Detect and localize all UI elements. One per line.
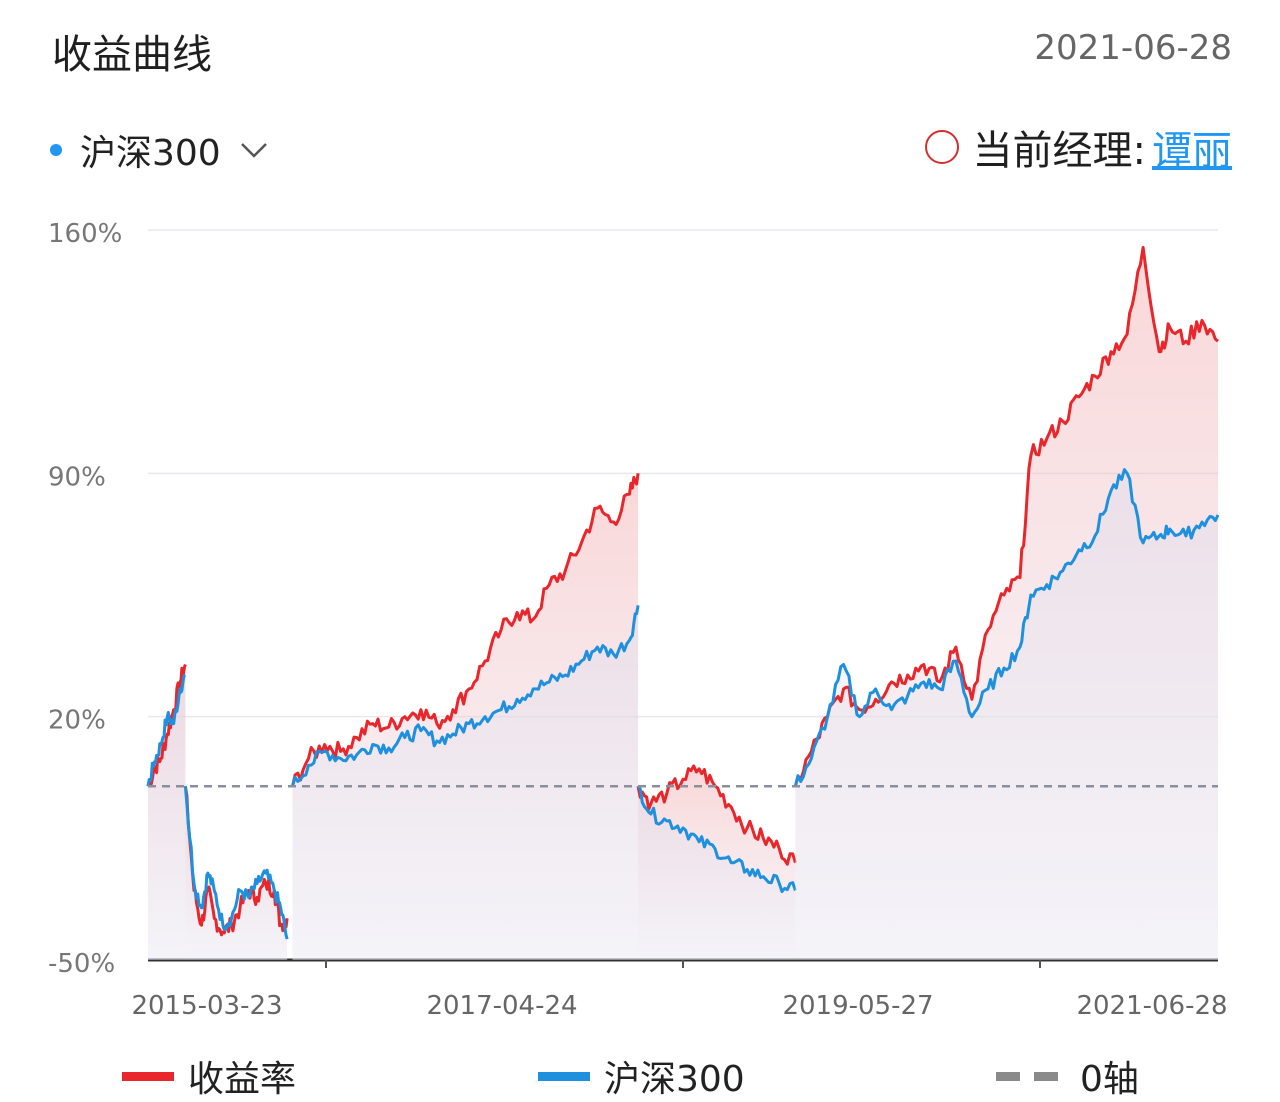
- benchmark-area: [148, 675, 186, 960]
- benchmark-line: [793, 468, 1220, 787]
- x-tick-label: 2017-04-24: [426, 991, 577, 1021]
- return-curve-chart: 160% 90% 20% -50% 2015-03-23 2017-04-24 2019-0…: [48, 219, 1228, 1021]
- manager-label: 当前经理:: [972, 128, 1146, 174]
- x-tick-label: 2019-05-27: [782, 991, 933, 1021]
- benchmark-line: [146, 673, 187, 787]
- benchmark-selector[interactable]: 沪深300: [50, 124, 269, 176]
- benchmark-line: [636, 785, 797, 894]
- benchmark-area: [795, 469, 1218, 960]
- legend-fund-swatch: [122, 1071, 174, 1081]
- fund-line: [146, 663, 187, 787]
- x-tick-label: 2015-03-23: [131, 991, 282, 1021]
- chevron-down-icon[interactable]: [239, 140, 269, 160]
- legend-item-benchmark[interactable]: 沪深300: [538, 1052, 745, 1100]
- benchmark-line: [291, 605, 640, 787]
- benchmark-area: [292, 605, 639, 960]
- y-tick-label: -50%: [48, 949, 115, 979]
- y-tick-label: 20%: [48, 706, 106, 736]
- legend-item-zero-axis[interactable]: 0轴: [996, 1052, 1139, 1100]
- as-of-date: 2021-06-28: [1034, 28, 1232, 68]
- y-tick-label: 90%: [48, 462, 106, 492]
- page-title: 收益曲线: [52, 32, 212, 78]
- benchmark-area: [185, 786, 288, 960]
- benchmark-dot-icon: [50, 144, 62, 156]
- current-manager: 当前经理: 谭丽: [924, 118, 1232, 176]
- benchmark-line: [183, 786, 289, 940]
- fund-line: [793, 245, 1219, 787]
- y-tick-label: 160%: [48, 219, 122, 249]
- manager-name-link[interactable]: 谭丽: [1152, 128, 1232, 174]
- legend-zero-swatch: [996, 1071, 1058, 1081]
- legend-item-fund[interactable]: 收益率: [122, 1052, 296, 1100]
- benchmark-selector-label: 沪深300: [80, 133, 221, 174]
- legend-benchmark-swatch: [538, 1071, 590, 1081]
- fund-line: [291, 473, 640, 787]
- manager-ring-icon: [924, 130, 959, 164]
- legend-fund-label: 收益率: [188, 1059, 297, 1100]
- fund-line: [183, 785, 289, 937]
- legend-benchmark-label: 沪深300: [604, 1059, 745, 1100]
- x-tick-label: 2021-06-28: [1076, 991, 1227, 1021]
- legend-zero-label: 0轴: [1080, 1059, 1139, 1100]
- benchmark-area: [638, 786, 796, 960]
